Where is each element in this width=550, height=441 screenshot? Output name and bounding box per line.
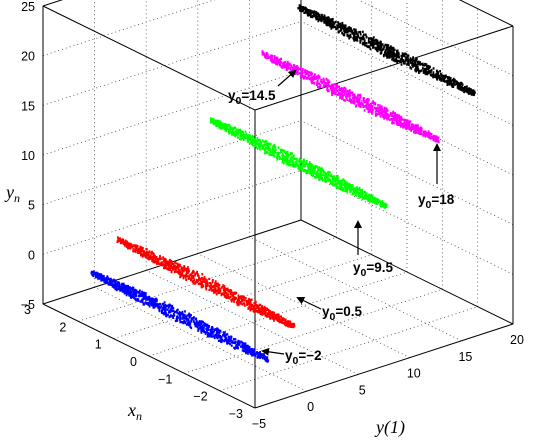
xn-axis-label: xn: [127, 400, 142, 423]
chart-axis-labels: y(1) xn yn: [4, 182, 405, 438]
yn-tick-label: −5: [21, 298, 35, 312]
xn-tick-label: −1: [158, 372, 172, 386]
y1-tick-label: 15: [458, 350, 472, 364]
xn-tick-label: 2: [59, 320, 66, 334]
yn-tick-label: 20: [21, 50, 35, 64]
y1-tick-label: 20: [510, 333, 524, 347]
grid-line: [300, 169, 514, 275]
xn-tick-label: 1: [95, 338, 102, 352]
grid-line: [300, 20, 514, 126]
axes-box-edge: [42, 0, 64, 7]
annotation-arrow: [261, 347, 285, 356]
chart-axes-box: [42, 0, 514, 409]
series-3: [261, 50, 440, 143]
chart-series: [90, 4, 476, 363]
series-2: [209, 117, 388, 209]
yn-tick-label: 15: [21, 99, 35, 113]
xn-tick-label: −3: [229, 407, 243, 421]
y1-tick-label: 0: [307, 400, 314, 414]
series-1: [116, 236, 296, 329]
yn-tick-label: 10: [21, 149, 35, 163]
series-points: [116, 236, 296, 329]
yn-axis-label: yn: [4, 182, 20, 205]
series-points: [209, 117, 388, 209]
y1-tick-label: −5: [252, 417, 266, 431]
grid-line: [300, 120, 514, 226]
xn-tick-label: 0: [130, 355, 137, 369]
axes-box-edge: [254, 323, 514, 409]
yn-tick-label: 0: [28, 248, 35, 262]
xn-tick-label: 3: [24, 303, 31, 317]
xn-tick-label: −2: [193, 390, 207, 404]
axes-box-edge: [458, 0, 514, 27]
grid-line: [42, 120, 302, 206]
grid-line: [219, 306, 478, 392]
grid-line: [249, 236, 462, 342]
chart-annotations: y0=−2 y0=0.5 y0=9.5 y0=14.5 y0=18: [228, 69, 455, 367]
annotation-arrow: [296, 296, 322, 310]
axes-box-edge: [42, 303, 256, 409]
y1-tick-label: 10: [407, 367, 421, 381]
annotation-label: y0=14.5: [228, 88, 276, 107]
series-points: [261, 50, 440, 143]
annotation-label: y0=9.5: [353, 260, 394, 279]
annotation-label: y0=−2: [285, 348, 322, 367]
series-0: [90, 270, 270, 363]
grid-line: [42, 169, 302, 255]
chart-grid: [42, 0, 514, 392]
series-points: [90, 270, 270, 363]
yn-tick-label: 5: [28, 199, 35, 213]
y1-tick-label: 5: [359, 383, 366, 397]
axes-box-edge: [42, 5, 256, 111]
grid-line: [42, 70, 302, 156]
annotation-label: y0=18: [418, 192, 455, 211]
series-4: [297, 4, 476, 97]
yn-tick-label: 25: [21, 0, 35, 14]
grid-line: [94, 286, 307, 392]
axes-box-edge: [254, 25, 514, 111]
axes-box-edge: [300, 219, 514, 325]
series-points: [297, 4, 476, 97]
y1-axis-label: y(1): [374, 417, 405, 438]
annotation-label: y0=0.5: [322, 304, 363, 323]
annotation-arrow: [277, 69, 297, 87]
grid-line: [197, 253, 410, 358]
grid-line: [42, 0, 216, 57]
